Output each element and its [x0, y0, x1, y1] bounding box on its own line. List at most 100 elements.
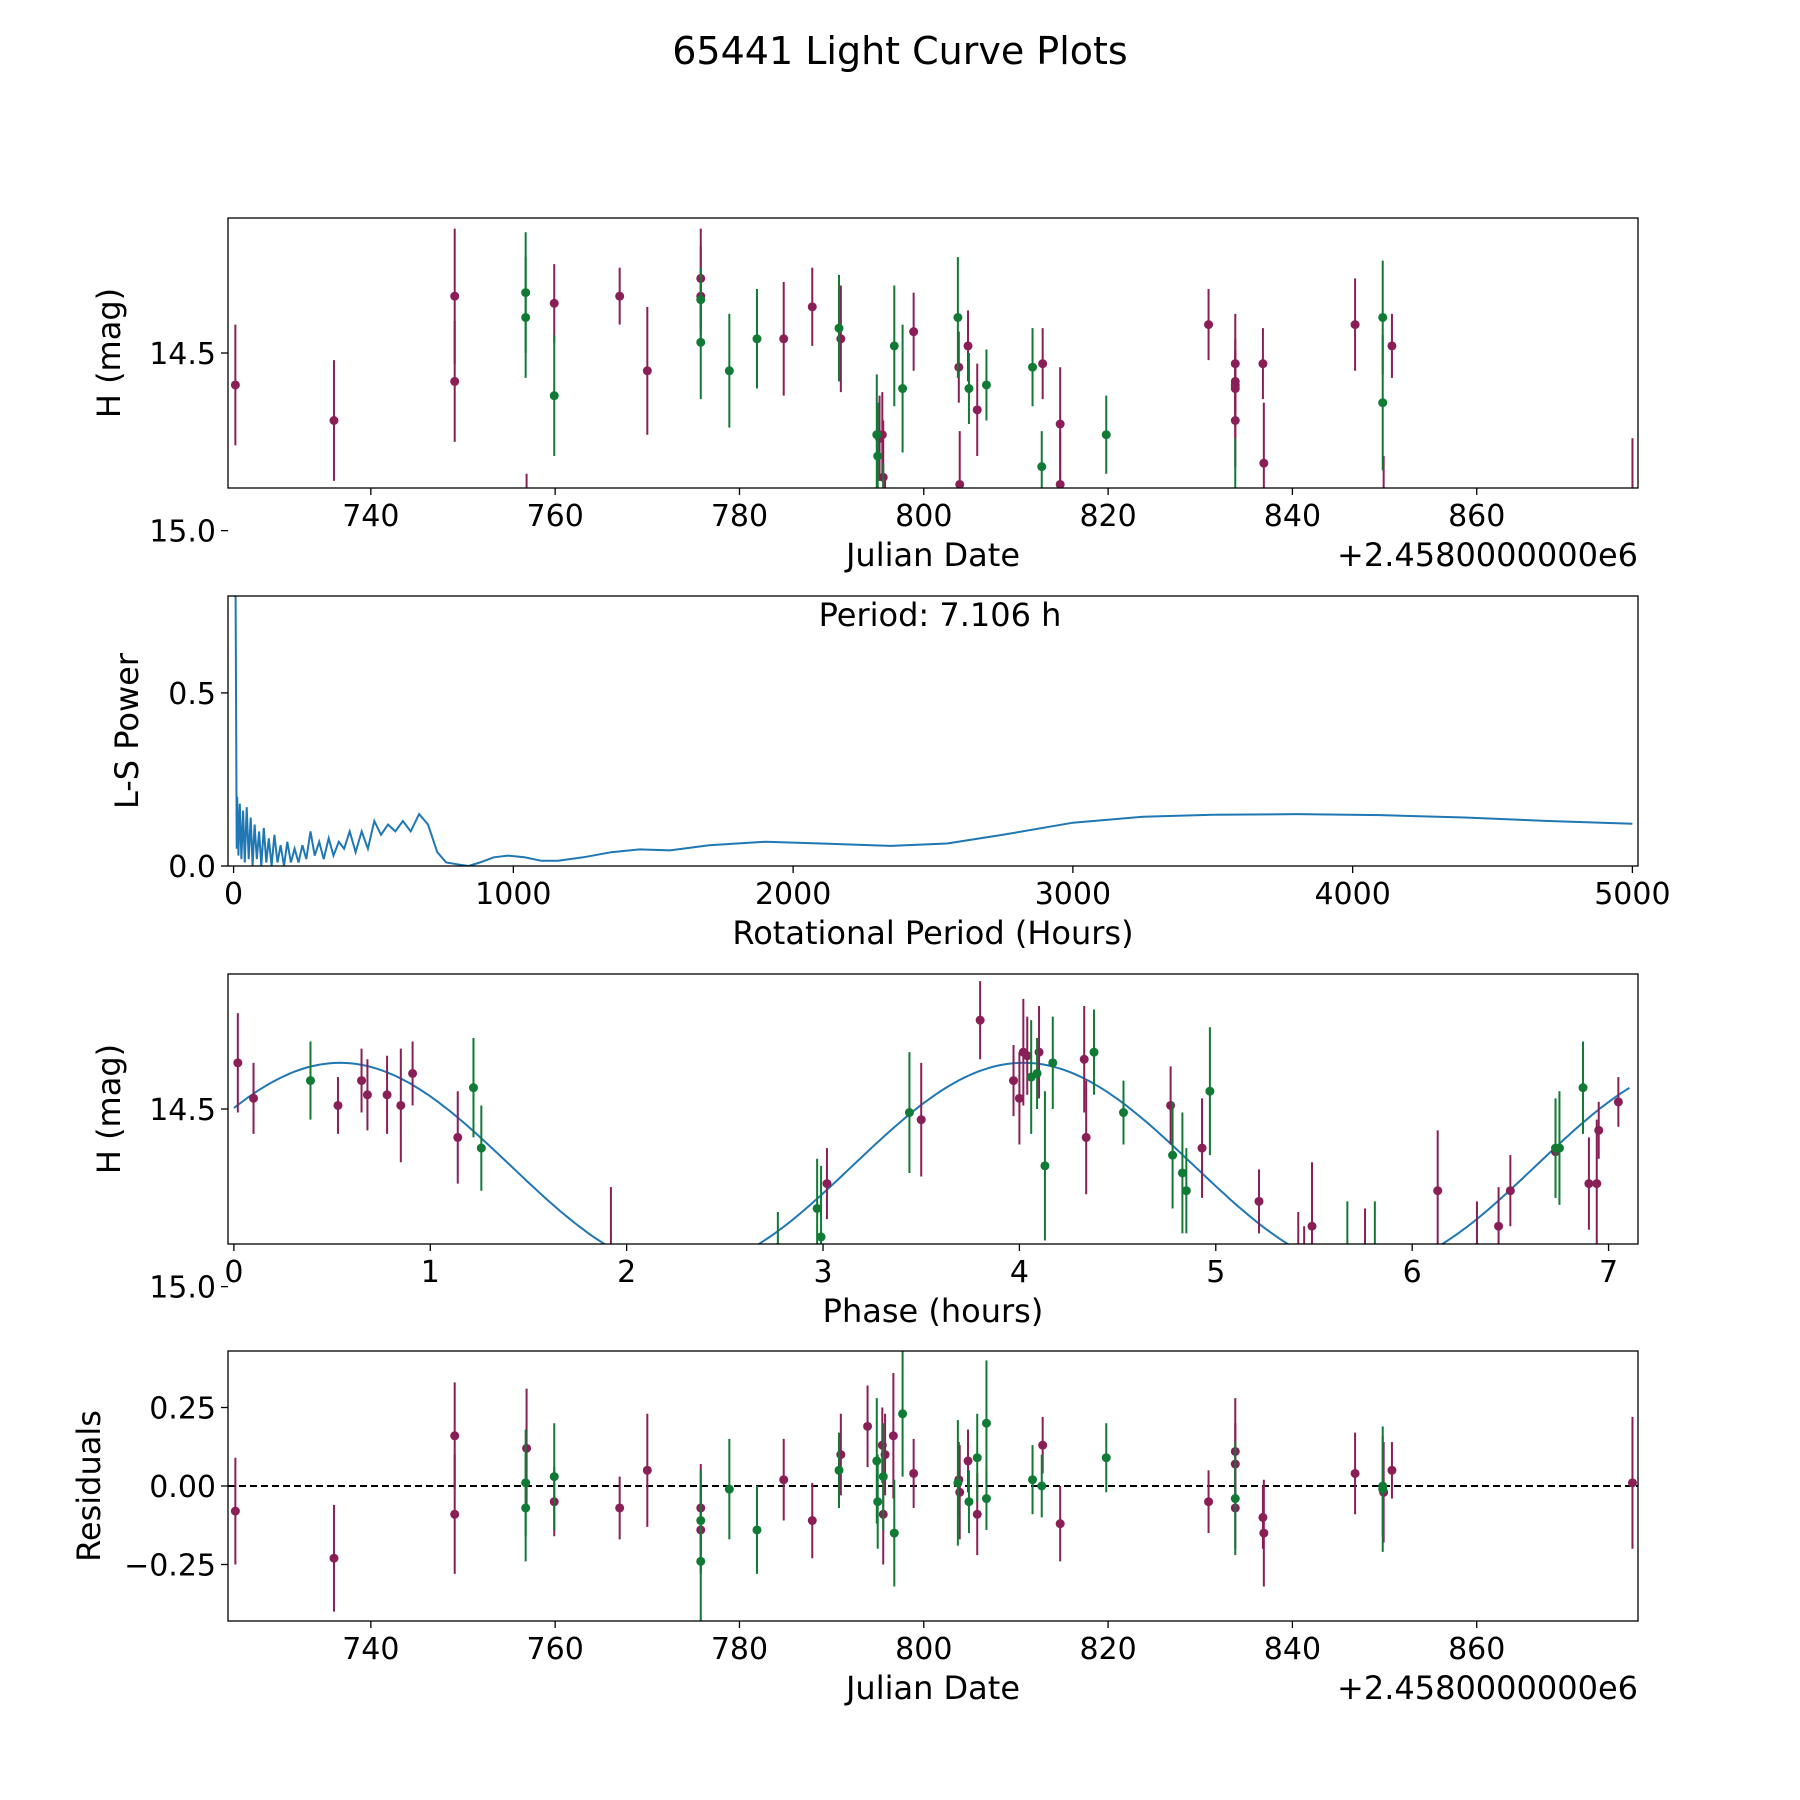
- phased-point: [249, 1093, 259, 1103]
- lightcurve-xtick-label: 840: [1264, 499, 1321, 534]
- residuals-point: [964, 1497, 974, 1507]
- phased-point: [453, 1132, 463, 1142]
- lightcurve-point: [642, 366, 652, 376]
- phased-point: [606, 1254, 615, 1263]
- figure-title: 65441 Light Curve Plots: [672, 29, 1127, 73]
- phased-point: [916, 1115, 926, 1125]
- lightcurve-point: [981, 380, 991, 390]
- phased-point: [1343, 1271, 1352, 1280]
- phased-point: [1294, 1250, 1303, 1259]
- lightcurve-point: [1101, 430, 1111, 440]
- lightcurve-point: [1028, 362, 1038, 372]
- residuals-series-g: [521, 1351, 1388, 1621]
- phased-point: [1040, 1161, 1050, 1171]
- residuals-point: [521, 1503, 531, 1513]
- phased-point: [812, 1203, 822, 1213]
- periodogram-ytick-label: 0.5: [168, 677, 216, 712]
- lightcurve-point: [889, 341, 899, 351]
- residuals-point: [909, 1468, 919, 1478]
- lightcurve-offset-label: +2.4580000000e6: [1337, 536, 1638, 574]
- lightcurve-xtick-label: 780: [711, 499, 768, 534]
- lightcurve-point: [450, 291, 460, 301]
- residuals-xtick-label: 740: [342, 1632, 399, 1667]
- phased-point: [396, 1100, 406, 1110]
- residuals-point: [880, 1450, 890, 1460]
- lightcurve-point: [879, 519, 888, 528]
- phased-series-r: [233, 981, 1623, 1320]
- lightcurve-xtick-label: 760: [527, 499, 584, 534]
- phased-point: [476, 1143, 486, 1153]
- residuals-point: [888, 1431, 898, 1441]
- residuals-point: [724, 1484, 734, 1494]
- residuals-point: [963, 1456, 973, 1466]
- residuals-point: [1037, 1481, 1047, 1491]
- phased-point: [1089, 1047, 1099, 1057]
- periodogram-xtick-label: 5000: [1594, 877, 1670, 912]
- phased-point: [1554, 1143, 1564, 1153]
- residuals-ytick-label: −0.25: [124, 1548, 216, 1583]
- lightcurve-point: [696, 337, 706, 347]
- lightcurve-point: [522, 537, 531, 546]
- residuals-point: [450, 1431, 460, 1441]
- phased-xtick-label: 5: [1206, 1255, 1225, 1290]
- phased-panel: 0 1 2 3 4 5 6 7 15.0 14.5 Phase (hours) H (mag): [90, 973, 1639, 1330]
- residuals-point: [1055, 1519, 1065, 1529]
- phased-point: [1032, 1068, 1042, 1078]
- phased-xtick-label: 3: [813, 1255, 832, 1290]
- periodogram-xlabel: Rotational Period (Hours): [732, 914, 1133, 952]
- phased-point: [408, 1068, 418, 1078]
- lightcurve-point: [972, 405, 982, 415]
- lightcurve-series-g: [521, 232, 1388, 528]
- residuals-point: [807, 1516, 817, 1526]
- lightcurve-point: [230, 380, 240, 390]
- residuals-xtick-label: 860: [1448, 1632, 1505, 1667]
- phased-point: [822, 1179, 832, 1189]
- residuals-offset-label: +2.4580000000e6: [1337, 1669, 1638, 1707]
- phased-point: [468, 1083, 478, 1093]
- phased-point: [1197, 1143, 1207, 1153]
- phased-frame: [227, 973, 1639, 1245]
- lightcurve-frame: [227, 217, 1639, 489]
- phased-xtick-label: 1: [421, 1255, 440, 1290]
- lightcurve-point: [696, 295, 706, 305]
- phased-xtick-label: 4: [1010, 1255, 1029, 1290]
- phased-point: [1205, 1086, 1215, 1096]
- residuals-point: [450, 1509, 460, 1519]
- lightcurve-point: [752, 334, 762, 344]
- period-annotation: Period: 7.106 h: [819, 596, 1062, 634]
- phased-xtick-label: 6: [1403, 1255, 1422, 1290]
- phased-point: [975, 1015, 985, 1025]
- residuals-point: [863, 1421, 873, 1431]
- phased-xtick-label: 7: [1599, 1255, 1618, 1290]
- phased-point: [1079, 1054, 1089, 1064]
- periodogram-xtick-label: 2000: [755, 877, 831, 912]
- residuals-point: [549, 1472, 559, 1482]
- phased-plot-area: [233, 981, 1630, 1320]
- lightcurve-point: [1204, 320, 1214, 330]
- phased-point: [681, 1311, 690, 1320]
- lightcurve-xtick-label: 860: [1448, 499, 1505, 534]
- phased-ytick-label: 14.5: [149, 1093, 216, 1128]
- lightcurve-xlabel: Julian Date: [844, 536, 1020, 574]
- lightcurve-ylabel: H (mag): [90, 288, 128, 418]
- lightcurve-point: [1231, 498, 1240, 507]
- phased-point: [1166, 1100, 1176, 1110]
- phased-point: [1307, 1221, 1317, 1231]
- residuals-point: [898, 1409, 908, 1419]
- phased-series-g: [305, 1009, 1588, 1280]
- lightcurve-point: [549, 391, 559, 401]
- lightcurve-point: [953, 312, 963, 322]
- residuals-point: [230, 1506, 240, 1516]
- residuals-point: [1028, 1475, 1038, 1485]
- residuals-point: [955, 1487, 965, 1497]
- phased-point: [1584, 1179, 1594, 1189]
- phased-point: [1014, 1093, 1024, 1103]
- lightcurve-ytick-label: 15.0: [149, 515, 216, 550]
- lightcurve-point: [549, 298, 559, 308]
- phased-point: [382, 1090, 392, 1100]
- residuals-xtick-label: 820: [1079, 1632, 1136, 1667]
- lightcurve-point: [909, 327, 919, 337]
- phased-point: [1300, 1293, 1309, 1302]
